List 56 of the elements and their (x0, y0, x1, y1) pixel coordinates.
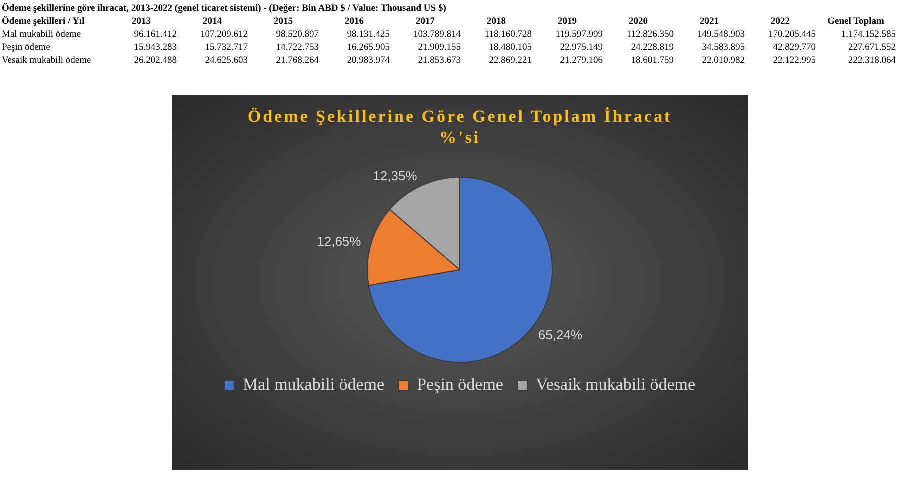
data-label: 118.160.728 (484, 29, 532, 42)
data-label: 96.161.412 (133, 29, 177, 42)
legend-label: Vesaik mukabili ödeme (536, 374, 696, 394)
data-label: 112.826.350 (626, 29, 674, 42)
legend-label: Mal mukabili ödeme (242, 374, 385, 394)
x-tick-label: 2019 (557, 16, 578, 29)
chart-title: Ödeme Şekillerine Göre Genel Toplam İhracat %'si (246, 106, 674, 148)
x-tick-label: Genel Toplam (826, 16, 886, 29)
data-label: 22.122.995 (772, 55, 816, 68)
data-label: 15.732.717 (204, 42, 248, 55)
data-label: 22.975.149 (559, 42, 603, 55)
x-tick-label: 2017 (415, 16, 436, 29)
data-label: 18.480.105 (488, 42, 532, 55)
data-label: 107.209.612 (200, 29, 248, 42)
data-label: 12,35% (373, 168, 418, 184)
data-label: 98.131.425 (346, 29, 390, 42)
data-label: 227.671.552 (848, 42, 896, 55)
data-label: 24.228.819 (630, 42, 674, 55)
data-label: 21.768.264 (275, 55, 319, 68)
y-tick-label: Mal mukabili ödeme (2, 29, 82, 42)
x-tick-label: 2014 (202, 16, 223, 29)
data-label: 21.909.155 (417, 42, 461, 55)
data-label: 15.943.283 (133, 42, 177, 55)
data-label: 14.722.753 (275, 42, 319, 55)
legend-label: Peşin ödeme (417, 374, 504, 394)
data-label: 222.318.064 (848, 55, 896, 68)
y-tick-label: Peşin ödeme (2, 42, 52, 55)
data-label: 16.265.905 (346, 42, 390, 55)
data-label: 103.789.814 (412, 29, 461, 42)
data-label: 26.202.488 (133, 55, 177, 68)
x-tick-label: 2016 (344, 16, 365, 29)
x-tick-label: 2020 (628, 16, 649, 29)
x-tick-label: 2022 (770, 16, 791, 29)
chart-title: Ödeme şekillerine göre ihracat, 2013-2022 (genel ticaret sistemi) - (Değer: Bin ABD $ / Value: Thousand US $) (2, 3, 448, 16)
data-label: 12,65% (317, 234, 362, 250)
data-label: 98.520.897 (275, 29, 319, 42)
data-label: 65,24% (538, 328, 583, 343)
data-label: 21.853.673 (417, 55, 461, 68)
data-label: 22.010.982 (701, 55, 745, 68)
data-label: 20.983.974 (346, 55, 390, 68)
data-label: 1.174.152.585 (840, 29, 896, 42)
data-label: 149.548.903 (696, 29, 745, 42)
data-label: 24.625.603 (204, 55, 248, 68)
data-label: 34.583.895 (701, 42, 745, 55)
x-tick-label: 2015 (273, 16, 294, 29)
data-label: 22.869.221 (488, 55, 532, 68)
x-tick-label: 2018 (486, 16, 507, 29)
data-label: 170.205.445 (768, 29, 816, 42)
data-label: 119.597.999 (554, 29, 603, 42)
y-axis-title: Ödeme şekilleri / Yıl (2, 16, 86, 29)
data-label: 21.279.106 (559, 55, 603, 68)
x-tick-label: 2021 (699, 16, 720, 29)
data-label: 18.601.759 (630, 55, 674, 68)
y-tick-label: Vesaik mukabili ödeme (2, 55, 92, 68)
data-label: 42.829.770 (772, 42, 816, 55)
x-tick-label: 2013 (131, 16, 152, 29)
